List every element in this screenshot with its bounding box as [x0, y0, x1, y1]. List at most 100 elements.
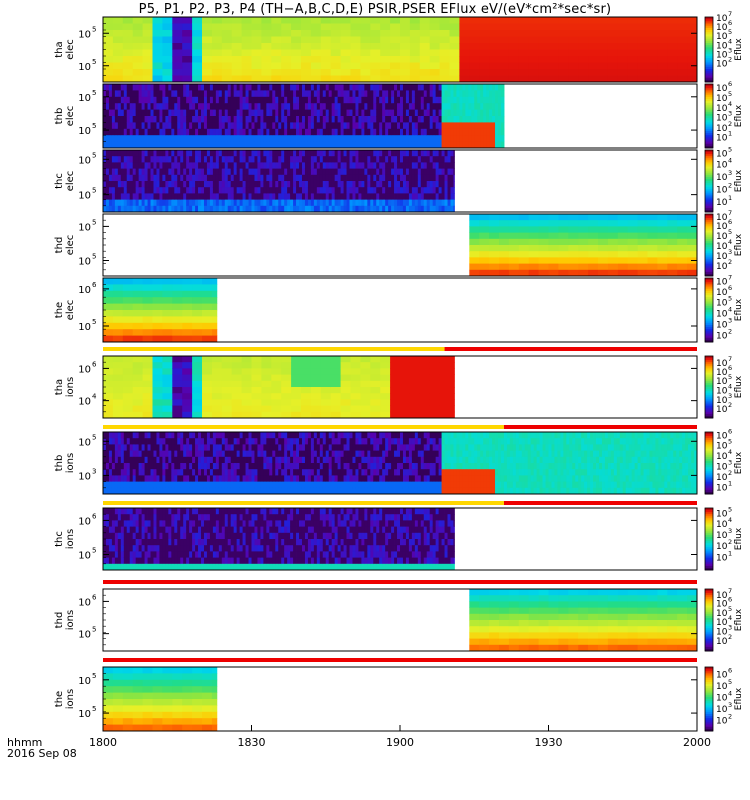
heatmap-cell [508, 238, 520, 246]
heatmap-cell [135, 116, 140, 123]
heatmap-cell [429, 193, 434, 200]
heatmap-cell [117, 205, 122, 213]
heatmap-cell [271, 393, 282, 400]
heatmap-cell [221, 141, 226, 149]
heatmap-cell [617, 75, 629, 83]
colorbar-segment [705, 19, 713, 22]
heatmap-cell [548, 263, 559, 271]
heatmap-cell [435, 168, 440, 176]
heatmap-cell [340, 393, 351, 400]
heatmap-cell [126, 456, 131, 464]
heatmap-cell [439, 23, 450, 31]
heatmap-cell [242, 116, 246, 123]
heatmap-cell [251, 199, 255, 207]
heatmap-cell [236, 122, 241, 130]
heatmap-cell [293, 187, 297, 194]
heatmap-cell [132, 310, 143, 317]
heatmap-cell [617, 257, 629, 264]
heatmap-cell [316, 122, 321, 130]
heatmap-cell [687, 220, 698, 227]
heatmap-cell [462, 141, 466, 149]
heatmap-cell [192, 444, 196, 451]
heatmap-cell [272, 475, 276, 482]
heatmap-cell [150, 187, 154, 194]
heatmap-cell [174, 96, 178, 104]
heatmap-cell [677, 30, 688, 37]
heatmap-cell [310, 380, 322, 388]
heatmap-cell [489, 49, 500, 57]
heatmap-cell [126, 199, 131, 207]
heatmap-cell [129, 199, 134, 207]
heatmap-cell [251, 62, 262, 70]
heatmap-cell [453, 109, 457, 117]
heatmap-cell [390, 356, 401, 363]
heatmap-cell [215, 187, 220, 194]
heatmap-cell [310, 69, 322, 76]
heatmap-cell [432, 103, 437, 110]
heatmap-cell [350, 43, 361, 50]
heatmap-cell [346, 174, 350, 182]
heatmap-cell [224, 156, 229, 163]
heatmap-cell [171, 135, 175, 142]
heatmap-cell [123, 199, 128, 207]
heatmap-cell [180, 481, 184, 489]
heatmap-cell [518, 23, 530, 31]
heatmap-cell [441, 181, 445, 188]
heatmap-cell [441, 109, 445, 117]
heatmap-cell [429, 362, 440, 369]
heatmap-cell [361, 156, 365, 163]
heatmap-cell [293, 103, 297, 110]
heatmap-cell [141, 193, 145, 200]
heatmap-cell [405, 141, 410, 149]
heatmap-cell [198, 469, 202, 476]
heatmap-cell [236, 187, 241, 194]
heatmap-cell [231, 374, 242, 382]
heatmap-cell [558, 75, 569, 83]
heatmap-cell [450, 174, 454, 182]
heatmap-cell [186, 432, 190, 439]
heatmap-cell [281, 450, 285, 458]
heatmap-cell [390, 36, 401, 44]
heatmap-cell [272, 438, 276, 445]
heatmap-cell [409, 23, 421, 31]
heatmap-cell [358, 162, 362, 169]
heatmap-cell [474, 90, 478, 98]
heatmap-cell [138, 487, 143, 495]
heatmap-cell [221, 487, 226, 495]
heatmap-cell [607, 23, 619, 31]
heatmap-cell [171, 116, 175, 123]
heatmap-cell [230, 109, 235, 117]
heatmap-cell [275, 84, 279, 91]
colorbar-segment [705, 185, 713, 188]
heatmap-cell [373, 168, 377, 176]
heatmap-cell [426, 90, 431, 98]
heatmap-cell [391, 187, 395, 194]
heatmap-cell [162, 362, 173, 369]
heatmap-cell [271, 356, 282, 363]
heatmap-cell [627, 214, 638, 221]
heatmap-cell [617, 69, 629, 76]
heatmap-cell [647, 214, 658, 221]
heatmap-cell [257, 481, 261, 489]
heatmap-cell [114, 84, 119, 91]
heatmap-cell [400, 393, 411, 400]
colorbar-segment [705, 409, 713, 413]
heatmap-cell [142, 23, 153, 31]
heatmap-cell [370, 103, 374, 110]
heatmap-cell [224, 162, 229, 169]
heatmap-cell [411, 150, 416, 157]
heatmap-cell [254, 162, 258, 169]
heatmap-cell [647, 238, 658, 246]
heatmap-cell [224, 90, 229, 98]
heatmap-cell [254, 103, 258, 110]
heatmap-cell [441, 116, 445, 123]
heatmap-cell [126, 162, 131, 169]
heatmap-cell [233, 444, 238, 451]
heatmap-cell [183, 487, 187, 495]
heatmap-cell [257, 475, 261, 482]
heatmap-cell [328, 199, 333, 207]
heatmap-cell [390, 69, 401, 76]
heatmap-cell [400, 387, 411, 394]
y-tick-exponent: 6 [92, 281, 97, 289]
heatmap-cell [637, 23, 648, 31]
